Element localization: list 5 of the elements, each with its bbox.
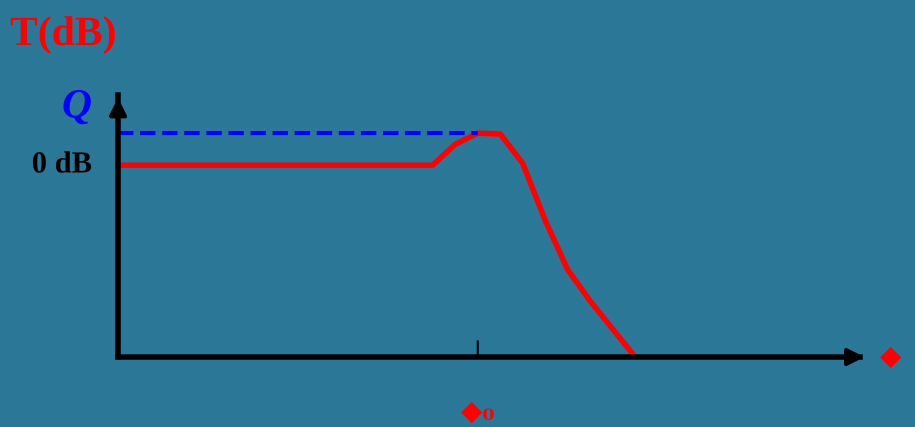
y-axis-title: T(dB)	[10, 16, 115, 54]
ref-line-label: Q	[63, 90, 91, 124]
text: ◆₀	[461, 402, 494, 424]
x-axis-title: ◆	[880, 346, 902, 368]
text: 0 dB	[32, 151, 92, 173]
